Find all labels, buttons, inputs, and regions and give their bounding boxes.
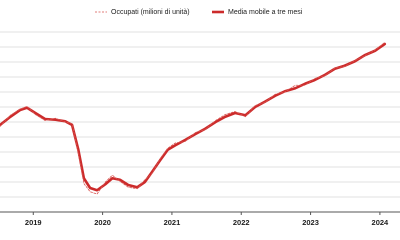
x-tick-label: 2019 (25, 218, 42, 227)
series-line (0, 42, 386, 195)
x-tick-label: 2024 (372, 218, 390, 227)
series-line (0, 42, 387, 192)
x-tick-label: 2020 (94, 218, 111, 227)
x-tick-label: 2021 (164, 218, 181, 227)
legend-label: Media mobile a tre mesi (228, 9, 303, 16)
x-tick-label: 2022 (233, 218, 250, 227)
legend-label: Occupati (milioni di unità) (111, 9, 190, 16)
x-tick-label: 2023 (302, 218, 319, 227)
